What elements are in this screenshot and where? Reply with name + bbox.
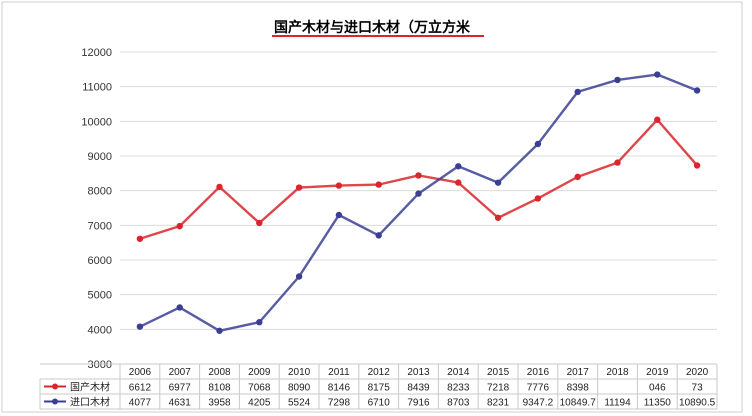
series-0-point-2010 [295, 184, 303, 191]
data-label-1-2006: 4077 [129, 398, 152, 409]
data-label-1-2020: 10890.5 [679, 398, 716, 409]
series-1-point-2018 [614, 76, 621, 84]
data-label-1-2019: 11350 [644, 398, 672, 409]
x-tick-label-2011: 2011 [328, 367, 350, 378]
x-tick-label-2007: 2007 [169, 367, 192, 378]
x-tick-label-2019: 2019 [646, 367, 669, 378]
series-0-point-2009 [256, 219, 263, 227]
x-tick-label-2008: 2008 [208, 367, 231, 378]
series-1-point-2017 [574, 88, 581, 96]
legend-label-1: 进口木材 [70, 396, 110, 409]
data-label-0-2020: 73 [692, 383, 704, 394]
series-1-point-2020 [693, 87, 701, 94]
series-0-point-2007 [176, 222, 183, 230]
y-tick-label-3000: 3000 [88, 359, 112, 371]
series-0-point-2020 [693, 162, 701, 169]
data-label-0-2010: 8090 [288, 383, 311, 394]
data-label-0-2015: 7218 [487, 383, 510, 394]
series-1-point-2015 [494, 179, 502, 186]
data-label-1-2007: 4631 [169, 398, 192, 409]
y-tick-label-8000: 8000 [88, 186, 112, 198]
series-1-point-2013 [415, 190, 422, 197]
data-label-0-2019: 046 [649, 383, 666, 394]
series-0-point-2006 [136, 235, 144, 242]
data-label-0-2017: 8398 [567, 383, 590, 394]
y-tick-label-4000: 4000 [88, 324, 112, 336]
series-1-point-2019 [654, 71, 661, 78]
data-label-1-2014: 8703 [447, 398, 470, 409]
y-tick-label-10000: 10000 [81, 116, 112, 128]
series-0-point-2012 [375, 181, 382, 188]
y-tick-label-9000: 9000 [88, 151, 112, 163]
data-label-0-2014: 8233 [447, 383, 470, 394]
chart-title: 国产木材与进口木材（万立方米 [274, 19, 471, 36]
y-tick-label-12000: 12000 [81, 47, 112, 59]
data-label-1-2008: 3958 [208, 398, 231, 409]
data-label-0-2007: 6977 [169, 383, 192, 394]
series-1-point-2016 [534, 140, 542, 148]
series-1-point-2007 [176, 304, 183, 311]
data-label-0-2013: 8439 [407, 383, 430, 394]
x-tick-label-2014: 2014 [447, 367, 470, 378]
data-label-1-2018: 11194 [604, 398, 631, 409]
x-tick-label-2017: 2017 [567, 367, 590, 378]
x-tick-label-2015: 2015 [487, 367, 510, 378]
series-1-point-2010 [295, 273, 303, 280]
data-label-1-2016: 9347.2 [523, 398, 554, 409]
series-1-point-2009 [256, 319, 263, 326]
series-1-point-2012 [375, 232, 382, 239]
x-tick-label-2010: 2010 [288, 367, 311, 378]
x-tick-label-2013: 2013 [407, 367, 430, 378]
data-label-1-2017: 10849.7 [560, 398, 597, 409]
data-label-0-2016: 7776 [527, 383, 550, 394]
y-tick-label-7000: 7000 [88, 220, 112, 232]
y-tick-label-6000: 6000 [88, 255, 112, 267]
series-0-point-2017 [574, 173, 581, 181]
chart-border [1, 1, 743, 413]
y-axis-ticks: 3000 4000 5000 6000 7000 8000 9000 10000 11000 12… [81, 47, 112, 371]
series-0-point-2011 [335, 182, 343, 189]
series-1-point-2011 [335, 211, 343, 219]
data-label-1-2012: 6710 [368, 398, 391, 409]
legend-swatch-dot-0 [52, 383, 58, 390]
series-0-point-2008 [216, 183, 223, 191]
x-tick-label-2020: 2020 [686, 367, 709, 378]
series-1-point-2006 [136, 323, 144, 330]
data-label-0-2011: 8146 [328, 383, 351, 394]
series-0-point-2018 [614, 159, 621, 166]
data-label-0-2008: 8108 [208, 383, 231, 394]
data-label-1-2013: 7916 [407, 398, 430, 409]
series-1-point-2014 [455, 163, 462, 170]
y-tick-label-11000: 11000 [82, 82, 112, 94]
series-0-point-2015 [494, 214, 502, 221]
legend-label-0: 国产木材 [70, 381, 110, 394]
data-label-0-2006: 6612 [129, 383, 152, 394]
data-table: 2006 2007 2008 2009 2010 2011 2012 2013 2014 2015… [39, 363, 718, 410]
data-label-1-2009: 4205 [248, 398, 271, 409]
data-label-0-2012: 8175 [368, 383, 391, 394]
data-label-0-2009: 7068 [248, 383, 271, 394]
series-1-point-2008 [216, 327, 223, 334]
series-0-point-2016 [534, 195, 542, 202]
legend-swatch-dot-1 [52, 398, 58, 405]
x-tick-label-2009: 2009 [248, 367, 271, 378]
data-label-1-2010: 5524 [288, 398, 311, 409]
x-tick-label-2012: 2012 [368, 367, 391, 378]
series-0-point-2014 [455, 179, 462, 186]
y-tick-label-5000: 5000 [88, 290, 112, 302]
series-0-point-2019 [654, 116, 661, 123]
series-lines [136, 71, 701, 334]
x-tick-label-2018: 2018 [606, 367, 629, 378]
data-label-1-2015: 8231 [487, 398, 510, 409]
x-tick-label-2016: 2016 [527, 367, 550, 378]
x-tick-label-2006: 2006 [129, 367, 152, 378]
series-0-point-2013 [415, 172, 422, 179]
data-label-1-2011: 7298 [328, 398, 351, 409]
